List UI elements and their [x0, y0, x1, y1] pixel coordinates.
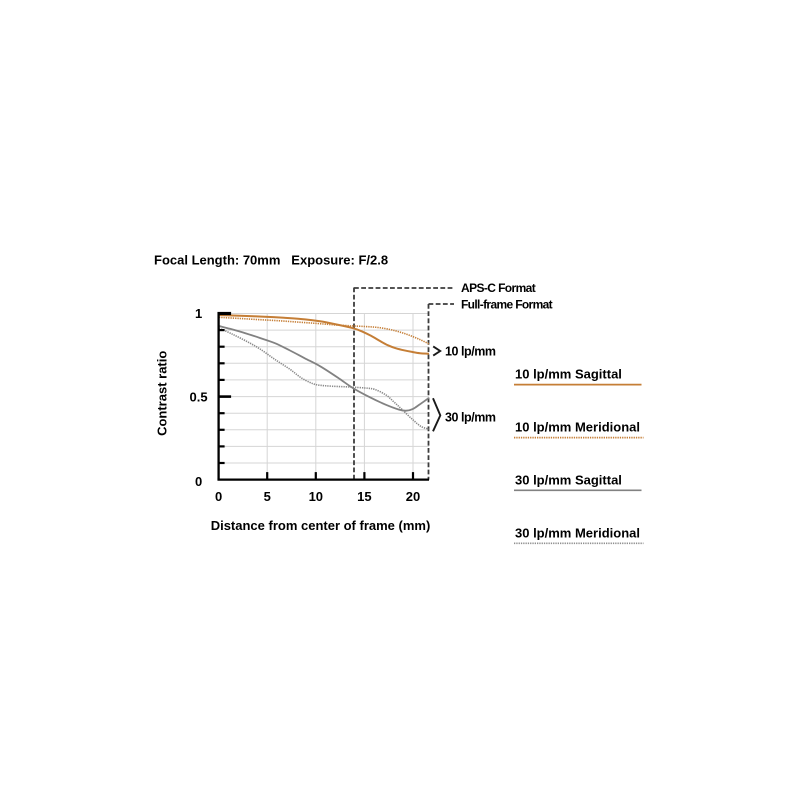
svg-text:Exposure: F/2.8: Exposure: F/2.8: [291, 253, 388, 268]
svg-text:20: 20: [406, 489, 420, 504]
svg-text:1: 1: [195, 306, 202, 321]
svg-text:APS-C Format: APS-C Format: [461, 281, 536, 295]
svg-text:10 lp/mm Sagittal: 10 lp/mm Sagittal: [515, 367, 622, 382]
svg-text:10 lp/mm Meridional: 10 lp/mm Meridional: [515, 419, 640, 434]
svg-text:Full-frame Format: Full-frame Format: [461, 297, 553, 311]
svg-text:Distance from center of frame: Distance from center of frame (mm): [211, 518, 431, 533]
svg-text:30 lp/mm: 30 lp/mm: [445, 410, 496, 424]
svg-text:10 lp/mm: 10 lp/mm: [445, 345, 496, 359]
svg-text:Contrast ratio: Contrast ratio: [155, 351, 170, 436]
svg-text:5: 5: [264, 489, 271, 504]
svg-text:0.5: 0.5: [190, 389, 208, 404]
svg-text:Focal Length: 70mm: Focal Length: 70mm: [154, 253, 280, 268]
svg-text:10: 10: [309, 489, 323, 504]
svg-text:0: 0: [195, 474, 202, 489]
svg-text:0: 0: [215, 489, 222, 504]
svg-text:30 lp/mm Meridional: 30 lp/mm Meridional: [515, 525, 640, 540]
svg-text:30 lp/mm Sagittal: 30 lp/mm Sagittal: [515, 472, 622, 487]
svg-text:15: 15: [357, 489, 371, 504]
